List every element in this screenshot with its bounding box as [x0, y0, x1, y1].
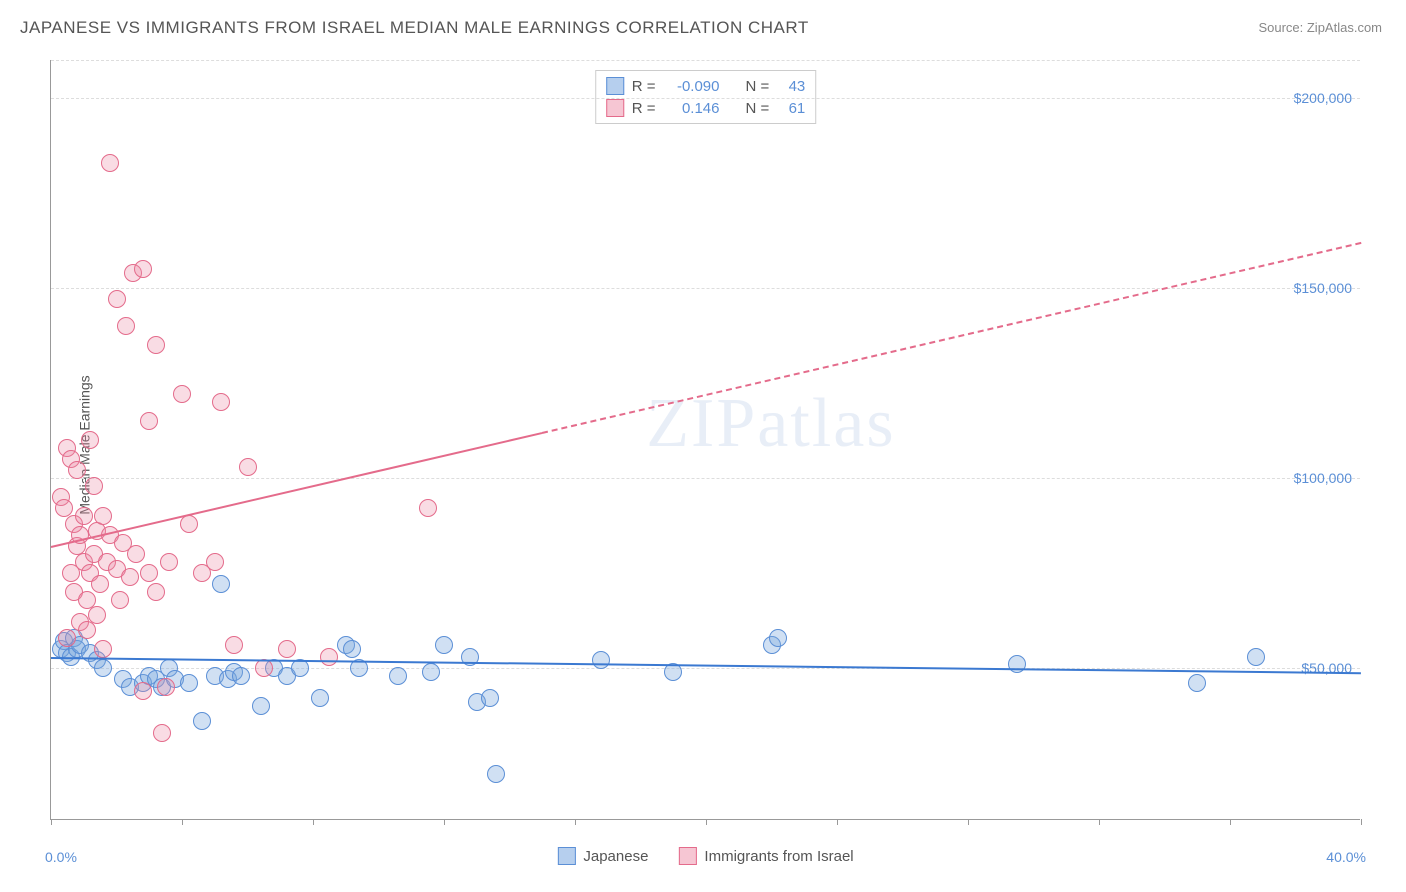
x-tick — [575, 819, 576, 825]
x-tick — [706, 819, 707, 825]
n-label: N = — [746, 100, 770, 117]
scatter-point-japanese — [193, 712, 211, 730]
plot-area: ZIPatlas R =-0.090N =43R =0.146N =61 Jap… — [50, 60, 1360, 820]
scatter-point-israel — [127, 545, 145, 563]
scatter-point-israel — [58, 629, 76, 647]
series-legend-label: Immigrants from Israel — [704, 848, 853, 865]
scatter-point-israel — [255, 659, 273, 677]
r-label: R = — [632, 78, 656, 95]
scatter-point-israel — [111, 591, 129, 609]
series-legend-item: Immigrants from Israel — [678, 847, 853, 865]
scatter-point-japanese — [592, 651, 610, 669]
scatter-point-israel — [239, 458, 257, 476]
scatter-point-japanese — [180, 674, 198, 692]
scatter-point-japanese — [481, 689, 499, 707]
correlation-legend: R = -0.090 N = 43 R = 0.146 N = 61 — [595, 70, 817, 124]
scatter-point-japanese — [1188, 674, 1206, 692]
x-max-label: 40.0% — [1326, 849, 1366, 865]
legend-swatch — [678, 847, 696, 865]
x-tick — [313, 819, 314, 825]
correlation-legend-row: R = 0.146 N = 61 — [606, 97, 806, 119]
scatter-point-israel — [78, 621, 96, 639]
x-tick — [837, 819, 838, 825]
scatter-point-japanese — [311, 689, 329, 707]
watermark: ZIPatlas — [646, 384, 895, 464]
scatter-point-japanese — [212, 575, 230, 593]
trend-line-israel — [51, 432, 543, 548]
scatter-point-israel — [75, 507, 93, 525]
scatter-point-japanese — [252, 697, 270, 715]
r-label: R = — [632, 100, 656, 117]
r-value: 0.146 — [664, 100, 720, 117]
n-value: 61 — [777, 100, 805, 117]
scatter-point-japanese — [487, 765, 505, 783]
r-value: -0.090 — [664, 78, 720, 95]
scatter-point-israel — [212, 393, 230, 411]
scatter-point-israel — [160, 553, 178, 571]
scatter-point-japanese — [389, 667, 407, 685]
n-value: 43 — [777, 78, 805, 95]
scatter-point-japanese — [1247, 648, 1265, 666]
y-tick-label: $150,000 — [1294, 280, 1352, 296]
source-label: Source: ZipAtlas.com — [1258, 20, 1382, 35]
scatter-point-japanese — [422, 663, 440, 681]
scatter-point-israel — [88, 606, 106, 624]
scatter-point-japanese — [343, 640, 361, 658]
series-legend: Japanese Immigrants from Israel — [557, 847, 853, 865]
scatter-point-japanese — [232, 667, 250, 685]
scatter-point-israel — [81, 431, 99, 449]
scatter-point-israel — [225, 636, 243, 654]
scatter-point-israel — [68, 461, 86, 479]
x-tick — [444, 819, 445, 825]
scatter-point-israel — [91, 575, 109, 593]
scatter-point-israel — [94, 640, 112, 658]
correlation-legend-row: R = -0.090 N = 43 — [606, 75, 806, 97]
scatter-point-israel — [173, 385, 191, 403]
scatter-point-japanese — [435, 636, 453, 654]
scatter-point-israel — [153, 724, 171, 742]
scatter-point-israel — [101, 154, 119, 172]
gridline — [51, 98, 1360, 99]
n-label: N = — [746, 78, 770, 95]
gridline — [51, 60, 1360, 61]
x-min-label: 0.0% — [45, 849, 77, 865]
scatter-point-israel — [121, 568, 139, 586]
scatter-point-israel — [94, 507, 112, 525]
series-legend-label: Japanese — [583, 848, 648, 865]
trend-line-israel — [542, 242, 1361, 434]
scatter-point-israel — [134, 682, 152, 700]
gridline — [51, 478, 1360, 479]
scatter-point-israel — [117, 317, 135, 335]
chart-title: JAPANESE VS IMMIGRANTS FROM ISRAEL MEDIA… — [20, 18, 809, 38]
scatter-point-japanese — [1008, 655, 1026, 673]
scatter-point-israel — [157, 678, 175, 696]
scatter-point-israel — [419, 499, 437, 517]
y-tick-label: $200,000 — [1294, 90, 1352, 106]
scatter-point-israel — [147, 336, 165, 354]
legend-swatch — [606, 77, 624, 95]
series-legend-item: Japanese — [557, 847, 648, 865]
x-tick — [1230, 819, 1231, 825]
scatter-point-israel — [85, 477, 103, 495]
scatter-point-japanese — [94, 659, 112, 677]
scatter-point-israel — [278, 640, 296, 658]
x-tick — [1099, 819, 1100, 825]
scatter-point-israel — [147, 583, 165, 601]
scatter-point-japanese — [769, 629, 787, 647]
scatter-point-israel — [140, 412, 158, 430]
scatter-point-israel — [320, 648, 338, 666]
x-tick — [968, 819, 969, 825]
scatter-point-israel — [108, 290, 126, 308]
x-tick — [1361, 819, 1362, 825]
scatter-point-israel — [206, 553, 224, 571]
legend-swatch — [606, 99, 624, 117]
y-tick-label: $100,000 — [1294, 470, 1352, 486]
scatter-point-israel — [140, 564, 158, 582]
legend-swatch — [557, 847, 575, 865]
x-tick — [51, 819, 52, 825]
scatter-point-israel — [134, 260, 152, 278]
x-tick — [182, 819, 183, 825]
chart-container: Median Male Earnings ZIPatlas R =-0.090N… — [50, 50, 1390, 840]
